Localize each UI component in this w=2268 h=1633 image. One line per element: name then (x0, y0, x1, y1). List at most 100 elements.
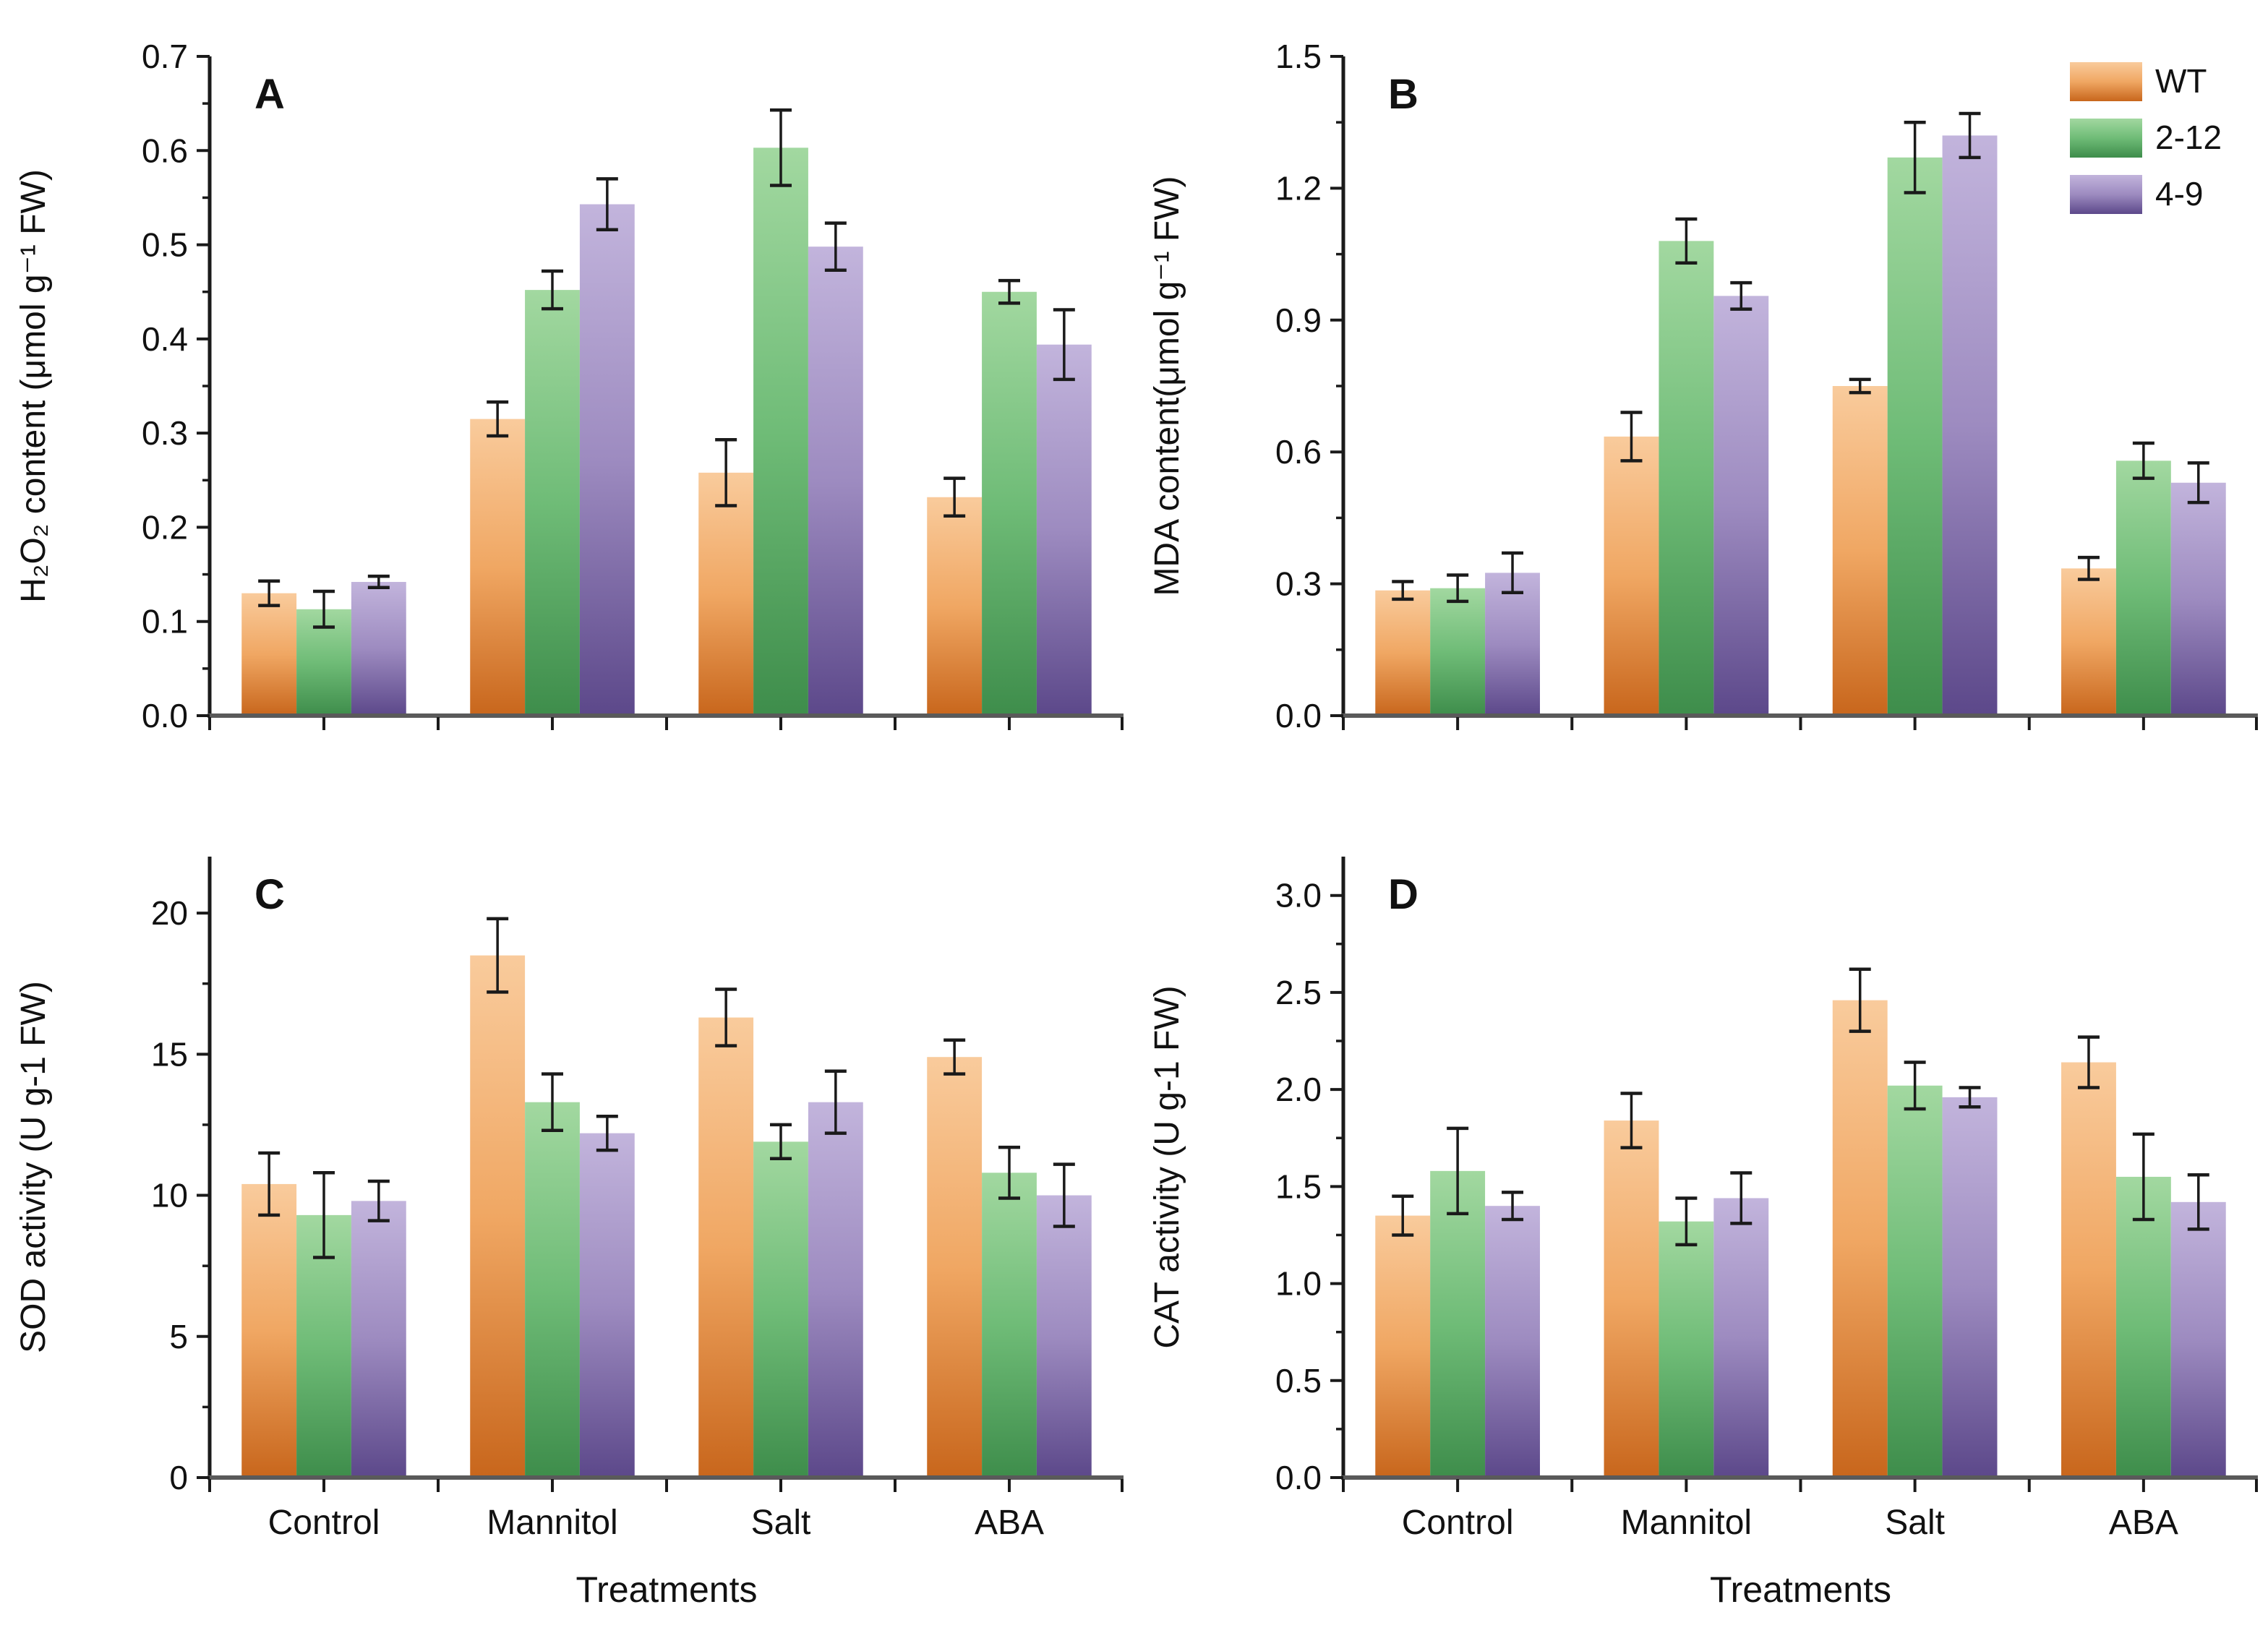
errorbar-4-9-ABA (1053, 308, 1075, 382)
y-tick-label: 0.9 (1275, 301, 1322, 339)
bar-4-9-Salt (808, 247, 863, 716)
errorbar-4-9-Salt (1959, 1086, 1981, 1109)
y-tick-label: 0.6 (142, 132, 188, 169)
legend-label-4-9: 4-9 (2155, 175, 2203, 213)
chart-svg-A: 0.0 0.1 0.2 0.3 0.4 0.5 0.6 0.7 H₂O₂ content (μm… (14, 38, 1124, 734)
y-tick-label: 2.5 (1275, 974, 1322, 1011)
legend-swatch-4-9 (2070, 175, 2142, 214)
bar-WT-Salt (698, 1017, 754, 1478)
bar-2-12-Control (1430, 588, 1486, 716)
errorbar-2-12-Salt (1904, 1060, 1926, 1111)
errorbar-WT-ABA (943, 476, 966, 518)
bar-WT-ABA (927, 497, 983, 716)
errorbar-2-12-Mannitol (542, 269, 563, 311)
bar-2-12-ABA (2115, 1176, 2171, 1478)
errorbar-4-9-Mannitol (1730, 1171, 1753, 1225)
panel-cat-chart: 0.0 0.5 1.0 1.5 2.0 2.5 3.0 Control Mannitol Salt… (1134, 806, 2268, 1633)
errorbar-2-12-Salt (1904, 120, 1926, 194)
errorbar-WT-Control (1392, 580, 1414, 601)
y-tick-label: 0.4 (142, 320, 188, 358)
bar-WT-Control (241, 593, 297, 716)
legend-label-2-12: 2-12 (2155, 119, 2222, 156)
x-category-label-salt: Salt (751, 1504, 811, 1542)
bar-WT-Salt (1832, 1000, 1888, 1478)
bar-WT-Mannitol (1604, 436, 1659, 716)
y-tick-label: 0.0 (1275, 1459, 1322, 1496)
errorbar-WT-Mannitol (1620, 411, 1643, 463)
y-tick-label: 0.2 (142, 508, 188, 546)
y-tick-label: 2.0 (1275, 1071, 1322, 1108)
errorbar-4-9-ABA (2187, 461, 2209, 505)
errorbar-2-12-Control (1447, 573, 1469, 604)
errorbar-2-12-Control (313, 1171, 335, 1259)
y-axis-title-C: SOD activity (U g-1 FW) (14, 981, 53, 1353)
errorbar-2-12-Mannitol (1675, 1196, 1698, 1247)
legend-item-4-9: 4-9 (2070, 175, 2203, 214)
errorbar-4-9-ABA (1053, 1162, 1075, 1228)
panel-letter-B: B (1388, 71, 1418, 118)
bar-4-9-Mannitol (1713, 296, 1769, 716)
y-tick-label: 10 (151, 1177, 188, 1214)
bar-4-9-Salt (1942, 1097, 1998, 1478)
bar-WT-Control (241, 1183, 297, 1478)
bar-4-9-ABA (2170, 1201, 2226, 1478)
y-tick-label: 1.0 (1275, 1265, 1322, 1303)
errorbar-WT-ABA (943, 1038, 966, 1076)
bar-2-12-Salt (1887, 1085, 1943, 1478)
x-axis-title: Treatments (575, 1569, 757, 1610)
errorbar-WT-Control (258, 579, 281, 607)
bar-4-9-Mannitol (1713, 1198, 1769, 1478)
bar-2-12-Mannitol (525, 1102, 580, 1478)
x-axis-title: Treatments (1710, 1569, 1891, 1610)
x-category-label-control: Control (1402, 1504, 1514, 1542)
bar-4-9-Control (351, 1201, 406, 1478)
errorbar-4-9-ABA (2187, 1173, 2209, 1231)
errorbar-WT-Mannitol (1620, 1092, 1643, 1149)
x-category-label-aba: ABA (2109, 1504, 2178, 1542)
errorbar-WT-Mannitol (487, 400, 509, 438)
bar-2-12-Salt (753, 1141, 808, 1478)
errorbar-WT-Salt (1849, 377, 1871, 395)
errorbar-WT-Salt (715, 438, 737, 507)
errorbar-4-9-Salt (824, 1069, 847, 1135)
errorbar-4-9-Salt (1959, 111, 1981, 160)
bar-WT-Mannitol (1604, 1120, 1659, 1478)
y-tick-label: 0.3 (142, 414, 188, 452)
bar-WT-ABA (2061, 568, 2116, 716)
errorbar-WT-Control (258, 1151, 281, 1217)
errorbar-2-12-ABA (2132, 441, 2154, 480)
legend-swatch-WT (2070, 62, 2142, 101)
errorbar-4-9-Control (367, 1179, 390, 1222)
bar-WT-Control (1375, 1215, 1431, 1478)
bar-4-9-Control (1485, 573, 1540, 716)
bar-WT-Control (1375, 590, 1431, 716)
errorbar-WT-ABA (2077, 1035, 2100, 1089)
bar-4-9-Control (351, 581, 406, 716)
bar-4-9-Mannitol (579, 204, 635, 716)
errorbar-2-12-Salt (770, 1123, 792, 1161)
bar-4-9-Salt (808, 1102, 863, 1478)
x-category-label-control: Control (268, 1504, 380, 1542)
errorbar-WT-Control (1392, 1194, 1414, 1237)
y-tick-label: 5 (169, 1318, 188, 1355)
bar-2-12-Mannitol (1659, 241, 1714, 716)
y-tick-label: 0.7 (142, 38, 188, 75)
errorbar-4-9-Mannitol (596, 177, 618, 231)
bar-WT-Salt (698, 472, 754, 716)
legend-label-WT: WT (2155, 62, 2207, 100)
y-tick-label: 0.0 (142, 697, 188, 734)
y-tick-label: 0.0 (1275, 697, 1322, 734)
bar-WT-ABA (2061, 1062, 2116, 1478)
errorbar-2-12-ABA (998, 278, 1020, 305)
y-tick-label: 15 (151, 1035, 188, 1073)
x-category-label-mannitol: Mannitol (1621, 1504, 1752, 1542)
errorbar-2-12-Mannitol (542, 1072, 563, 1132)
bar-2-12-Salt (753, 147, 808, 716)
bar-WT-Salt (1832, 386, 1888, 716)
chart-svg-C: 0 5 10 15 20 Control Mannitol Salt ABA Treatments… (14, 857, 1124, 1610)
errorbar-WT-Salt (715, 987, 737, 1047)
bar-WT-ABA (927, 1057, 983, 1478)
chart-svg-D: 0.0 0.5 1.0 1.5 2.0 2.5 3.0 Control Mannitol Salt… (1148, 857, 2258, 1610)
y-tick-label: 20 (151, 894, 188, 932)
errorbar-4-9-Control (1502, 551, 1524, 595)
